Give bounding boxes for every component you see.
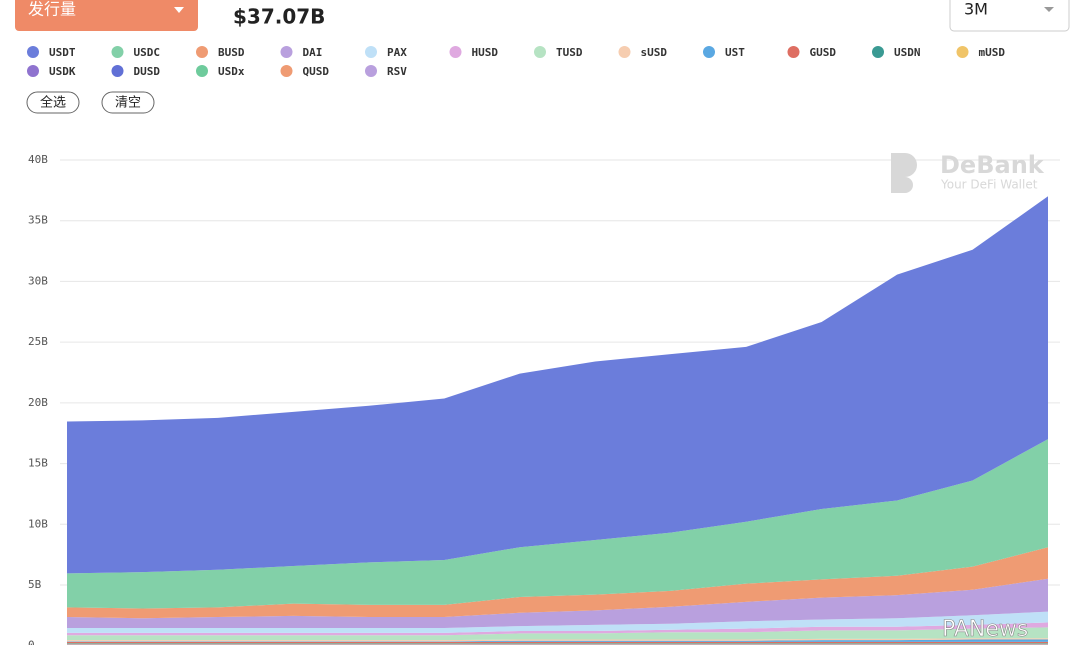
legend-label: DAI [303, 46, 323, 59]
clear-label: 清空 [115, 96, 141, 111]
y-tick-label: 20B [28, 396, 48, 409]
legend-swatch [534, 46, 546, 58]
area [67, 622, 1048, 636]
legend-swatch [196, 46, 208, 58]
legend-swatch [703, 46, 715, 58]
legend-label: TUSD [556, 46, 583, 59]
area [67, 547, 1048, 619]
select-all-label: 全选 [40, 95, 66, 111]
legend-label: DUSD [134, 65, 161, 78]
legend-swatch [872, 46, 884, 58]
legend-label: USDK [49, 65, 76, 78]
legend-swatch [956, 46, 969, 58]
source-watermark: PANews [942, 617, 1028, 642]
y-tick-label: 10B [28, 517, 48, 530]
area [67, 641, 1048, 644]
range-caret [1044, 7, 1054, 12]
y-tick-label: 35B [28, 214, 48, 227]
area [67, 578, 1048, 628]
legend-label: PAX [387, 46, 407, 59]
watermark: DeBank [940, 151, 1045, 179]
legend-swatch [449, 46, 462, 58]
y-tick-label: 30B [28, 274, 48, 287]
legend-swatch [27, 46, 39, 58]
range-dropdown[interactable] [949, 0, 1070, 32]
legend-label: UST [725, 46, 745, 59]
legend-swatch [787, 46, 800, 58]
legend-label: HUSD [472, 46, 499, 59]
area [67, 611, 1048, 633]
legend-swatch [27, 65, 39, 77]
legend-label: QUSD [303, 65, 330, 78]
legend-swatch [618, 46, 631, 58]
area [67, 643, 1048, 645]
legend-label: USDC [134, 46, 161, 59]
y-tick-label: 5B [28, 578, 42, 591]
y-tick-label: 15B [28, 457, 48, 470]
area [67, 439, 1048, 609]
legend-swatch [111, 65, 124, 77]
clear-button[interactable] [101, 91, 155, 114]
legend-label: USDT [49, 46, 76, 59]
legend-label: RSV [387, 65, 407, 78]
legend-swatch [365, 65, 377, 77]
area [67, 196, 1048, 574]
dropdown-caret [174, 7, 184, 13]
y-tick-label: 25B [28, 335, 48, 348]
y-tick-label: 40B [28, 153, 48, 166]
plot: 0 5B 10B 15B 20B 25B 30B 35B 40B [28, 153, 1060, 645]
area [67, 638, 1048, 642]
watermark-logo [891, 153, 917, 193]
metric-dropdown[interactable] [15, 0, 198, 31]
legend-label: mUSD [979, 46, 1006, 59]
legend-swatch [365, 46, 377, 58]
area [67, 627, 1048, 641]
total-value: $37.07B [233, 5, 325, 29]
legend-label: GUSD [810, 46, 837, 59]
watermark-sub: Your DeFi Wallet [940, 178, 1038, 192]
area [67, 643, 1048, 644]
legend-label: BUSD [218, 46, 245, 59]
legend-label: sUSD [641, 46, 668, 59]
legend-label: USDx [218, 65, 245, 78]
dropdown-label: 发行量 [28, 0, 76, 19]
select-all-button[interactable] [26, 91, 80, 114]
legend-label: USDN [894, 46, 921, 59]
legend-swatch [280, 46, 293, 58]
legend-swatch [280, 65, 293, 77]
y-tick-label: 0 [28, 639, 35, 645]
legend-swatch [196, 65, 208, 77]
range-label: 3M [964, 0, 988, 19]
legend-swatch [111, 46, 124, 58]
